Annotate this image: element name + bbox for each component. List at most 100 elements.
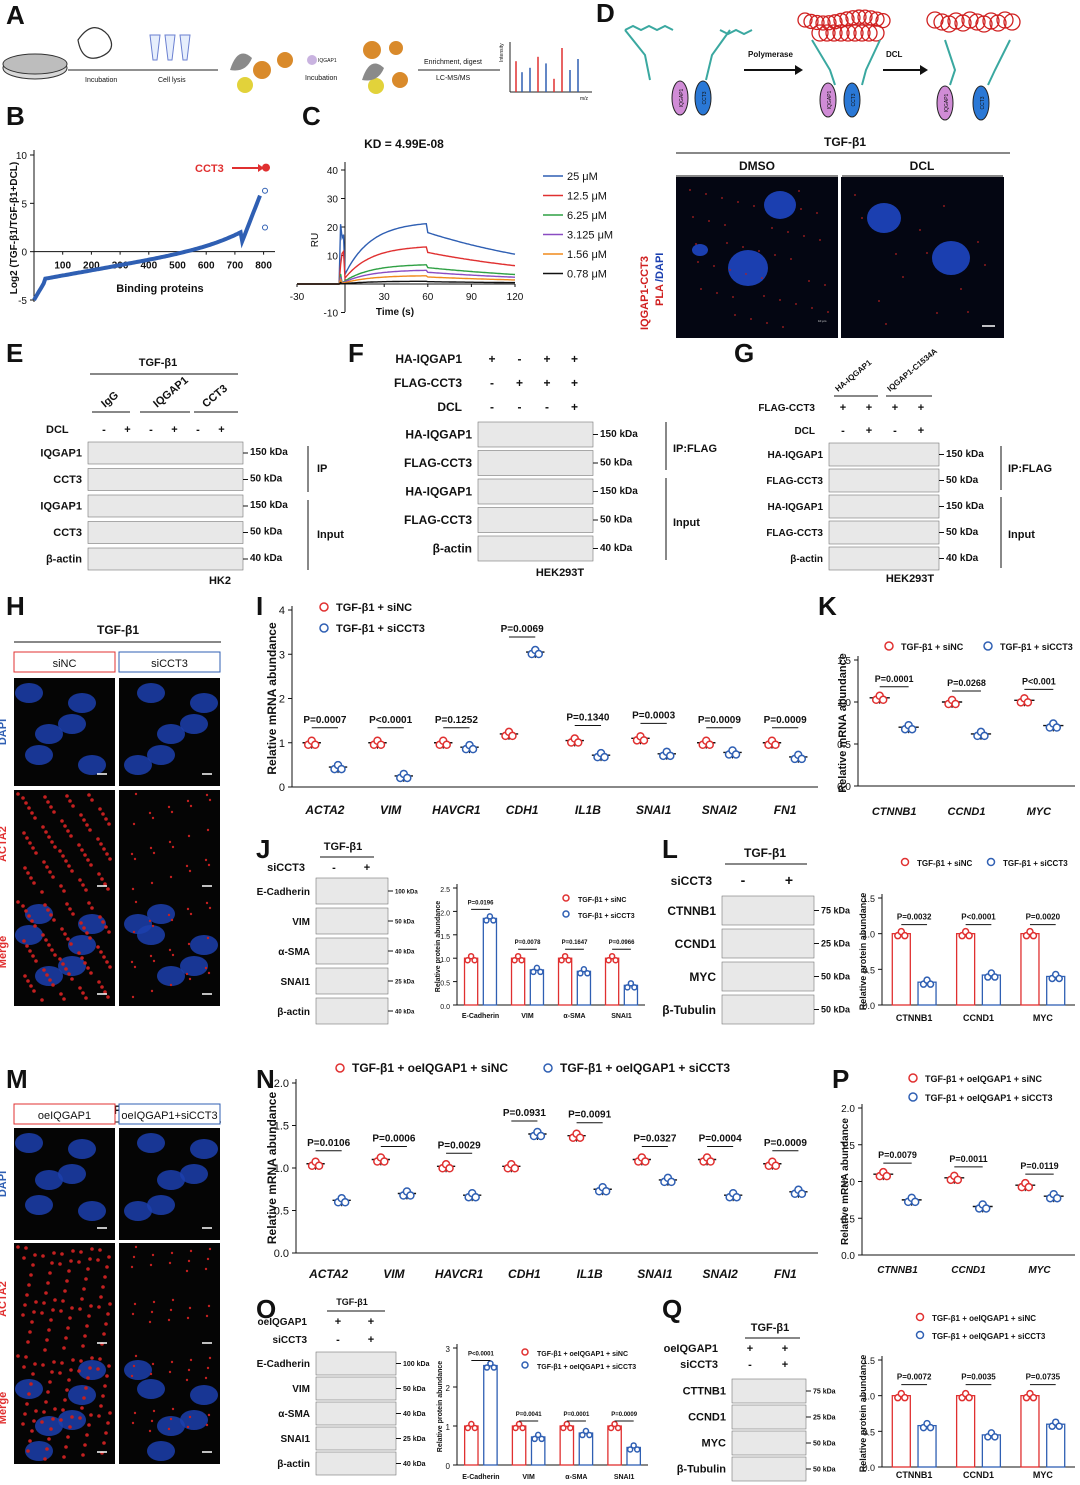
f-sign: + <box>571 400 578 414</box>
actin-signal <box>44 938 48 942</box>
actin-signal <box>25 1402 29 1406</box>
protein-icon <box>368 78 384 94</box>
k-legend-label: TGF-β1 + siNC <box>901 642 964 652</box>
nucleus <box>78 755 106 775</box>
data-point-red <box>1024 1182 1034 1192</box>
actin-signal <box>61 1408 65 1412</box>
data-point-red <box>614 1424 622 1432</box>
o-category-label: E-Cadherin <box>462 1474 499 1481</box>
antibody-icon <box>936 85 954 121</box>
actin-signal <box>51 1417 55 1421</box>
actin-signal <box>206 936 210 940</box>
actin-signal <box>33 924 37 928</box>
f-cond-label: FLAG-CCT3 <box>394 376 462 390</box>
data-point-blue <box>490 1364 498 1371</box>
blot-kda-label: 100 kDa <box>403 1361 430 1368</box>
o-category-label: α-SMA <box>565 1474 587 1481</box>
m-image-tile <box>119 1243 220 1355</box>
data-point-red <box>464 1424 472 1432</box>
actin-signal <box>53 953 57 957</box>
data-point-red <box>575 1133 585 1142</box>
panel-letter-e: E <box>6 338 23 368</box>
q-cond: siCCT3 <box>680 1359 718 1371</box>
actin-signal <box>23 1412 27 1416</box>
legend-marker <box>319 602 329 612</box>
h-cond-box <box>13 651 116 673</box>
d-protein-label: IQGAP1 <box>827 90 833 109</box>
actin-signal <box>65 1388 69 1392</box>
panel-letter-c: C <box>302 101 321 131</box>
d-arrowhead <box>920 65 928 75</box>
actin-signal <box>45 1338 49 1342</box>
actin-signal <box>30 1429 34 1433</box>
data-point-blue <box>1052 723 1062 732</box>
actin-signal <box>107 822 111 826</box>
i-ytick-label: 2 <box>279 694 285 706</box>
data-point-red <box>376 740 386 749</box>
actin-signal <box>150 1419 154 1423</box>
p-ytick-label: 0.5 <box>841 1214 855 1225</box>
data-point-blue <box>1055 974 1063 983</box>
blot-strip <box>731 1404 807 1430</box>
b-ytick-label: 0 <box>21 248 27 259</box>
nucleus <box>124 755 152 775</box>
b-ylabel: Log2 (TGF-β1/TGF-β1+DCL) <box>9 162 20 294</box>
g-sign: + <box>866 402 872 414</box>
data-point-blue <box>337 764 346 774</box>
bar-red <box>463 1425 479 1466</box>
blot-strip <box>828 546 940 571</box>
actin-signal <box>53 1407 57 1411</box>
m-cond-label: oeIQGAP1+siCCT3 <box>121 1110 217 1122</box>
actin-signal <box>31 1372 35 1376</box>
actin-signal <box>148 811 152 815</box>
data-point-red <box>951 699 960 709</box>
actin-signal <box>208 1247 212 1251</box>
actin-signal <box>70 1415 74 1419</box>
actin-signal <box>101 920 105 924</box>
m-cond-box <box>13 1103 116 1125</box>
actin-signal <box>25 944 29 948</box>
actin-signal <box>79 1250 83 1254</box>
i-legend-label: TGF-β1 + siCCT3 <box>336 623 425 635</box>
actin-signal <box>208 1356 212 1360</box>
actin-signal <box>34 851 38 855</box>
q-title: TGF-β1 <box>751 1322 790 1334</box>
l-sign: - <box>741 872 746 888</box>
bar-red <box>511 1425 527 1466</box>
actin-signal <box>96 945 100 949</box>
actin-signal <box>66 937 70 941</box>
actin-signal <box>81 883 85 887</box>
d-pla-dot <box>936 312 938 314</box>
actin-signal <box>60 927 64 931</box>
d-rca-loop <box>947 12 965 30</box>
nucleus <box>25 1195 53 1215</box>
bar-red <box>463 957 479 1006</box>
actin-signal <box>96 1367 100 1371</box>
data-point-blue <box>624 984 631 991</box>
actin-signal <box>204 858 208 862</box>
o-pvalue: P=0.0009 <box>611 1412 638 1418</box>
data-point-blue <box>531 1435 538 1443</box>
h-row-label: Merge <box>0 936 9 968</box>
d-rca-loop <box>851 9 867 25</box>
actin-signal <box>68 799 72 803</box>
actin-signal <box>65 902 69 906</box>
actin-signal <box>51 875 55 879</box>
actin-signal <box>130 852 134 856</box>
data-point-red <box>1023 698 1033 707</box>
blot-row-label: FLAG-CCT3 <box>766 476 823 487</box>
actin-signal <box>26 871 30 875</box>
j-category-label: E-Cadherin <box>462 1013 499 1020</box>
q-category-label: CTNNB1 <box>896 1470 933 1480</box>
n-ylabel: Relative mRNA abundance <box>265 1092 279 1245</box>
actin-signal <box>28 841 32 845</box>
legend-marker <box>900 857 910 867</box>
c-xtick-label: 30 <box>379 292 391 303</box>
data-point-blue <box>910 1197 920 1207</box>
data-point-blue <box>471 1192 480 1202</box>
d-pla-dot <box>695 243 697 245</box>
j-ytick-label: 1.5 <box>440 934 450 941</box>
actin-signal <box>170 810 174 814</box>
actin-signal <box>21 904 25 908</box>
q-pvalue: P=0.0072 <box>897 1373 932 1382</box>
